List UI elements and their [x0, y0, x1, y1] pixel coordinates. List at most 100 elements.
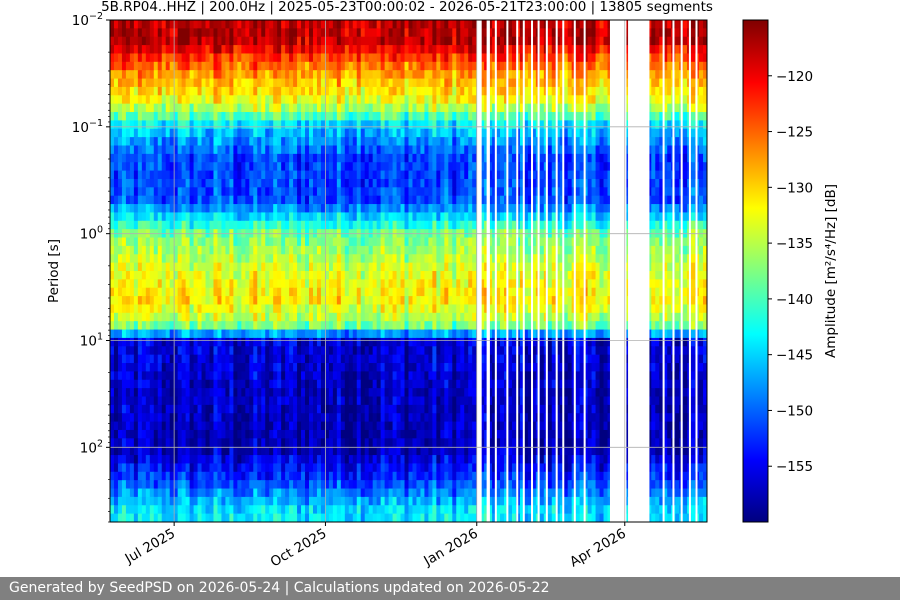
heatmap-cell	[269, 20, 274, 29]
heatmap-cell	[587, 262, 593, 272]
heatmap-cell	[237, 145, 242, 155]
heatmap-cell	[141, 212, 147, 222]
heatmap-cell	[257, 162, 262, 172]
heatmap-cell	[352, 36, 358, 46]
heatmap-cell	[149, 254, 155, 264]
heatmap-cell	[599, 237, 605, 247]
heatmap-cell	[460, 112, 465, 121]
heatmap-cell	[237, 53, 242, 63]
heatmap-cell	[209, 112, 215, 121]
heatmap-cell	[113, 28, 119, 38]
heatmap-cell	[515, 220, 521, 230]
heatmap-cell	[169, 70, 175, 80]
heatmap-cell	[567, 170, 573, 180]
heatmap-cell	[324, 195, 330, 205]
heatmap-cell	[297, 153, 302, 163]
heatmap-cell	[519, 78, 525, 88]
heatmap-cell	[125, 279, 131, 289]
heatmap-cell	[281, 271, 286, 280]
heatmap-cell	[396, 254, 402, 264]
heatmap-cell	[448, 86, 453, 96]
heatmap-cell	[683, 220, 688, 230]
heatmap-cell	[209, 78, 215, 88]
heatmap-cell	[468, 45, 473, 55]
heatmap-cell	[241, 128, 246, 138]
heatmap-cell	[185, 279, 191, 289]
heatmap-cell	[440, 170, 445, 180]
heatmap-cell	[324, 53, 330, 63]
heatmap-cell	[523, 245, 529, 255]
heatmap-cell	[177, 220, 183, 230]
heatmap-cell	[309, 95, 314, 105]
heatmap-cell	[579, 28, 585, 38]
heatmap-cell	[468, 204, 473, 214]
heatmap-cell	[340, 237, 346, 247]
heatmap-cell	[408, 279, 414, 289]
heatmap-cell	[587, 103, 593, 113]
heatmap-cell	[253, 187, 258, 197]
heatmap-cell	[137, 137, 143, 147]
heatmap-cell	[416, 254, 422, 264]
heatmap-cell	[699, 70, 704, 80]
heatmap-cell	[225, 287, 230, 297]
heatmap-cell	[368, 112, 374, 121]
heatmap-cell	[181, 187, 187, 197]
heatmap-cell	[579, 112, 585, 121]
heatmap-cell	[309, 271, 314, 280]
heatmap-cell	[559, 254, 565, 264]
heatmap-cell	[508, 170, 513, 180]
heatmap-cell	[348, 28, 354, 38]
heatmap-cell	[293, 86, 298, 96]
heatmap-cell	[519, 287, 525, 297]
heatmap-cell	[189, 245, 195, 255]
heatmap-cell	[277, 120, 282, 130]
heatmap-cell	[420, 78, 426, 88]
heatmap-cell	[515, 287, 521, 297]
heatmap-cell	[579, 178, 585, 188]
heatmap-cell	[269, 28, 274, 38]
heatmap-cell	[484, 112, 489, 121]
heatmap-cell	[579, 103, 585, 113]
heatmap-cell	[217, 95, 223, 105]
heatmap-cell	[424, 128, 429, 138]
heatmap-cell	[312, 28, 318, 38]
heatmap-cell	[121, 112, 127, 121]
heatmap-cell	[110, 86, 115, 96]
heatmap-cell	[380, 36, 386, 46]
heatmap-cell	[484, 36, 489, 46]
heatmap-cell	[241, 153, 246, 163]
heatmap-cell	[703, 120, 707, 130]
heatmap-cell	[396, 78, 402, 88]
heatmap-cell	[500, 237, 505, 247]
heatmap-cell	[297, 287, 302, 297]
heatmap-cell	[583, 245, 589, 255]
heatmap-cell	[364, 45, 370, 55]
heatmap-cell	[273, 204, 278, 214]
heatmap-cell	[555, 137, 561, 147]
heatmap-cell	[257, 262, 262, 272]
heatmap-cell	[344, 128, 350, 138]
heatmap-cell	[145, 296, 151, 306]
heatmap-cell	[579, 195, 585, 205]
heatmap-cell	[675, 254, 680, 264]
heatmap-cell	[488, 103, 493, 113]
heatmap-cell	[161, 78, 167, 88]
heatmap-cell	[515, 212, 521, 222]
heatmap-cell	[113, 245, 119, 255]
heatmap-cell	[376, 61, 382, 71]
heatmap-cell	[209, 53, 215, 63]
heatmap-cell	[667, 170, 672, 180]
heatmap-cell	[511, 271, 517, 280]
heatmap-cell	[599, 120, 605, 130]
heatmap-cell	[683, 112, 688, 121]
heatmap-cell	[691, 120, 696, 130]
heatmap-cell	[249, 128, 254, 138]
heatmap-cell	[145, 28, 151, 38]
heatmap-cell	[703, 20, 707, 29]
heatmap-cell	[472, 20, 477, 29]
heatmap-cell	[229, 128, 234, 138]
heatmap-cell	[384, 70, 390, 80]
heatmap-cell	[583, 195, 589, 205]
heatmap-cell	[691, 204, 696, 214]
heatmap-cell	[480, 86, 485, 96]
